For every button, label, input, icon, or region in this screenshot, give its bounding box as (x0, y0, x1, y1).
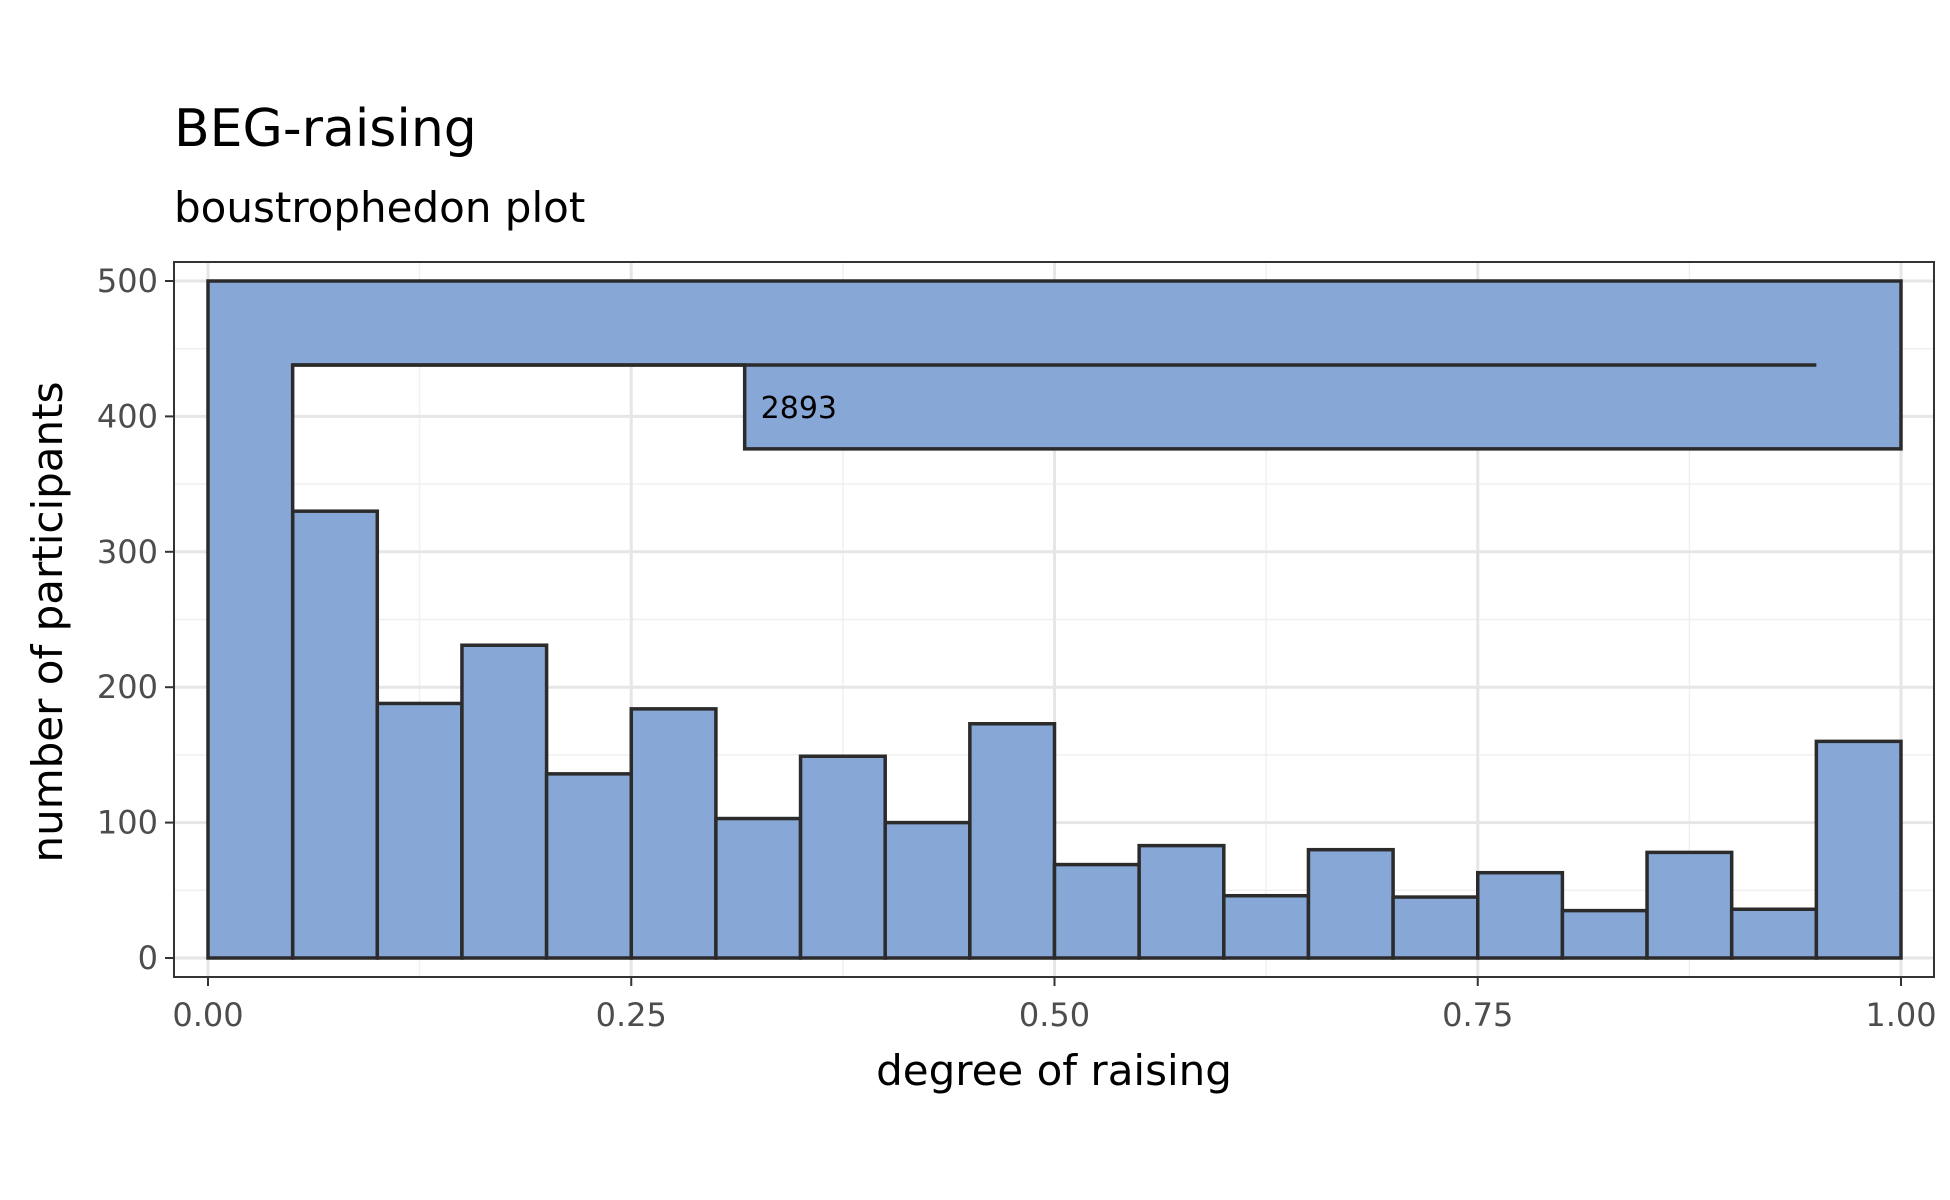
histogram-bar (629, 707, 718, 960)
bars (290, 509, 1903, 960)
y-tick-label: 500 (97, 262, 158, 300)
y-tick-label: 400 (97, 397, 158, 435)
histogram-bar (1645, 850, 1734, 960)
y-axis: 0 100 200 300 400 500 (97, 262, 174, 977)
chart-subtitle: boustrophedon plot (174, 183, 585, 232)
histogram-bar (714, 816, 803, 960)
chart-title: BEG-raising (174, 99, 477, 159)
y-tick-label: 200 (97, 668, 158, 706)
histogram-bar (1814, 739, 1903, 960)
histogram-bar (1222, 893, 1311, 960)
histogram-bar (1476, 870, 1565, 960)
histogram-bar (1137, 843, 1226, 960)
histogram-bar (1052, 862, 1141, 960)
x-axis: 0.00 0.25 0.50 0.75 1.00 (172, 977, 1937, 1034)
histogram-bar (968, 722, 1057, 960)
y-axis-title: number of participants (23, 381, 72, 862)
x-tick-label: 1.00 (1865, 996, 1936, 1034)
histogram-bar (544, 772, 633, 960)
histogram-bar (1729, 907, 1819, 960)
histogram-bar (1391, 895, 1480, 960)
histogram-bar (798, 754, 887, 960)
histogram-bar (883, 820, 972, 960)
y-tick-label: 0 (138, 939, 158, 977)
y-tick-label: 300 (97, 533, 158, 571)
x-tick-label: 0.00 (172, 996, 243, 1034)
boustrophedon-bar: 2893 (206, 279, 1903, 960)
boustrophedon-bar-shape (206, 279, 1903, 960)
boustrophedon-count-label: 2893 (761, 391, 837, 426)
x-tick-label: 0.25 (596, 996, 667, 1034)
x-tick-label: 0.50 (1019, 996, 1090, 1034)
x-tick-label: 0.75 (1442, 996, 1513, 1034)
histogram-bar (460, 643, 549, 960)
y-tick-label: 100 (97, 804, 158, 842)
histogram-bar (290, 509, 380, 960)
histogram-bar (375, 701, 464, 960)
histogram-bar (1306, 847, 1395, 960)
x-axis-title: degree of raising (876, 1046, 1232, 1095)
histogram-bar (1560, 908, 1649, 960)
